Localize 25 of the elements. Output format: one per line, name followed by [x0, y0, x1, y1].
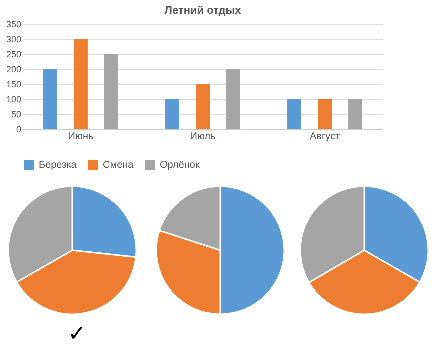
bar: [165, 99, 180, 129]
y-tick-label: 300: [6, 34, 22, 44]
bar: [104, 54, 118, 129]
bar: [348, 99, 363, 129]
legend-label: Смена: [103, 160, 134, 171]
legend-label: Орлёнок: [160, 160, 200, 171]
bar: [288, 99, 302, 129]
y-tick-label: 50: [11, 110, 22, 120]
text: ✓: [68, 322, 86, 347]
y-tick-label: 200: [6, 64, 22, 74]
x-tick-label: Июнь: [68, 132, 94, 142]
y-tick-label: 150: [6, 80, 22, 90]
x-tick-label: Август: [310, 132, 340, 142]
y-tick-label: 350: [6, 20, 22, 30]
y-tick-label: 100: [6, 94, 22, 104]
bar: [318, 99, 332, 129]
bar: [196, 84, 210, 129]
x-tick-label: Июль: [190, 132, 216, 142]
bar: [226, 69, 241, 129]
y-tick-label: 250: [6, 50, 22, 60]
bar: [43, 69, 58, 129]
chart-title: Летний отдых: [164, 5, 242, 17]
bar: [74, 39, 88, 129]
y-tick-label: 0: [16, 124, 22, 134]
legend-label: Березка: [39, 160, 78, 171]
